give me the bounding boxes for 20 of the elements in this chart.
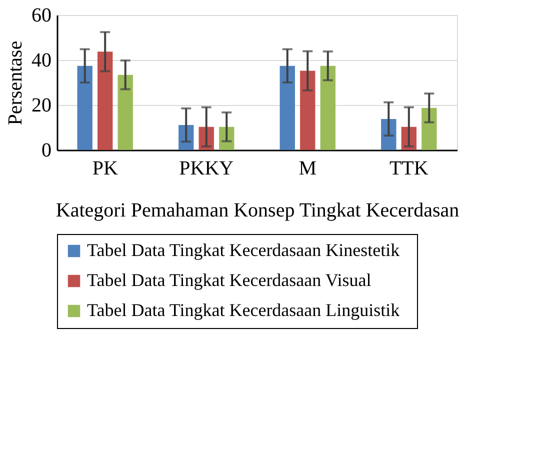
legend-label: Tabel Data Tingkat Kecerdasaan Visual — [87, 270, 372, 290]
bar — [320, 66, 336, 150]
y-tick-label: 60 — [32, 4, 52, 26]
y-tick-label: 40 — [32, 50, 52, 72]
bar — [118, 74, 133, 150]
bar — [422, 108, 437, 150]
y-tick-label: 20 — [32, 94, 52, 116]
bar — [98, 52, 113, 150]
x-tick-label: PK — [92, 158, 118, 180]
bar — [300, 70, 316, 150]
x-axis-title: Kategori Pemahaman Konsep Tingkat Kecerdasan — [56, 200, 460, 222]
x-tick-label: M — [298, 158, 317, 180]
legend-label: Tabel Data Tingkat Kecerdasaan Linguistik — [87, 300, 400, 320]
legend-label: Tabel Data Tingkat Kecerdasaan Kinestetik — [87, 240, 400, 260]
x-tick-label: PKKY — [179, 158, 234, 180]
x-tick-label: TTK — [389, 158, 429, 180]
y-tick-label: 0 — [42, 140, 52, 162]
bar — [280, 66, 295, 150]
y-axis-title: Persentase — [4, 40, 26, 126]
bar — [77, 66, 92, 150]
